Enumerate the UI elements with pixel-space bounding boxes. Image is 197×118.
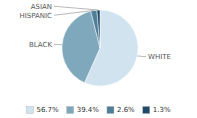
leader-line [54, 6, 98, 10]
slices [62, 10, 138, 86]
legend-swatch [26, 107, 33, 114]
legend-swatch [107, 107, 114, 114]
legend-label: 2.6% [117, 106, 135, 114]
legend-label: 1.3% [153, 106, 171, 114]
chart: WHITE BLACK HISPANICASIAN 56.7% 39.4% 2.6% 1.3… [0, 0, 197, 118]
pie-slice [91, 10, 100, 48]
pie [62, 10, 138, 86]
slices-inner [62, 10, 138, 86]
slice-label: WHITE [148, 53, 171, 61]
legend: 56.7% 39.4% 2.6% 1.3% [26, 106, 170, 114]
labels: WHITE BLACK HISPANICASIAN [19, 3, 170, 61]
leader-line [54, 44, 62, 45]
legend-item: 56.7% [26, 106, 59, 114]
slice-label: HISPANIC [19, 12, 52, 20]
leader-line [54, 11, 94, 16]
legend-item: 1.3% [143, 106, 171, 114]
slice-label: ASIAN [31, 3, 52, 11]
legend-item: 39.4% [67, 106, 100, 114]
leader-line [137, 55, 146, 57]
legend-label: 39.4% [77, 106, 100, 114]
legend-swatch [67, 107, 74, 114]
pie-slice [97, 10, 100, 48]
legend-item: 2.6% [107, 106, 135, 114]
slice-label: BLACK [29, 41, 52, 49]
legend-label: 56.7% [36, 106, 59, 114]
legend-swatch [143, 107, 150, 114]
